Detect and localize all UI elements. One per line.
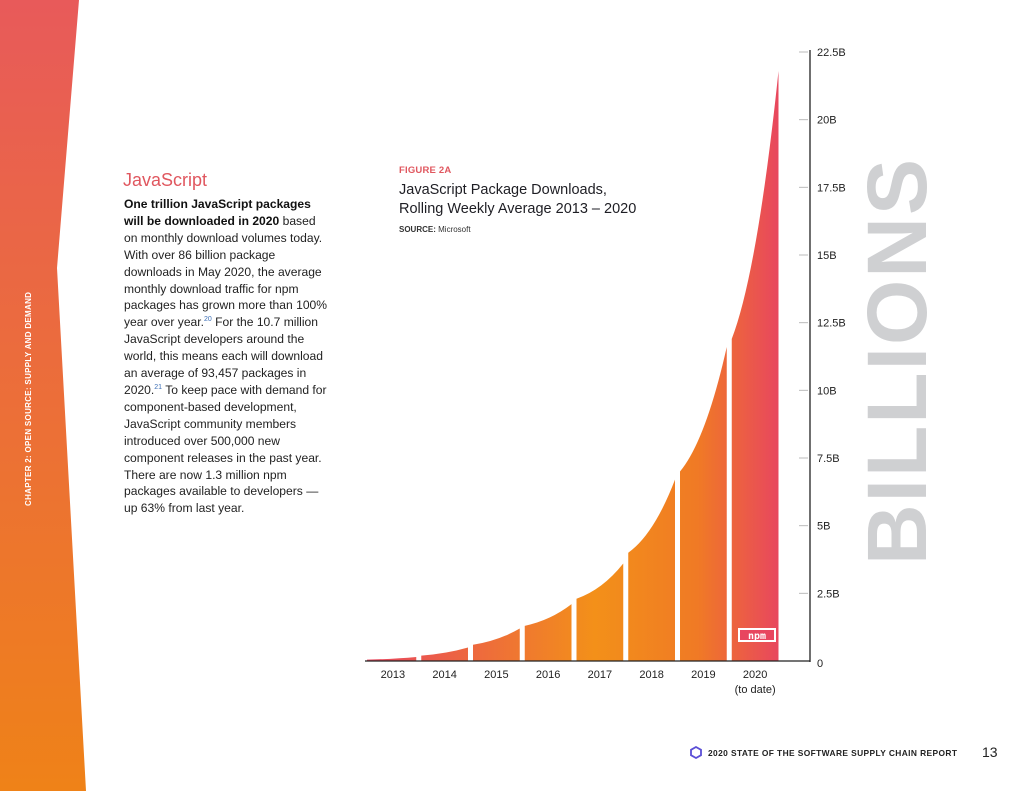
y-tick-label: 7.5B	[817, 453, 840, 465]
y-tick-label: 22.5B	[817, 47, 846, 59]
chapter-side-band	[0, 0, 86, 791]
article-body: One trillion JavaScript packages will be…	[124, 196, 329, 517]
chart-axes	[365, 50, 811, 662]
y-tick-label: 5B	[817, 521, 830, 533]
area-segment-2018	[628, 479, 675, 661]
x-tick-label: 2017	[588, 669, 612, 681]
npm-logo: npm	[738, 628, 776, 642]
figure-title-line-2: Rolling Weekly Average 2013 – 2020	[399, 201, 637, 217]
figure-title: JavaScript Package Downloads, Rolling We…	[399, 181, 636, 219]
area-segment-2015	[473, 628, 520, 661]
body-text-2: For the 10.7 million JavaScript develope…	[124, 315, 323, 397]
y-tick-label: 20B	[817, 115, 837, 127]
x-tick-label: 2013	[381, 669, 405, 681]
area-segment-2019	[680, 347, 727, 661]
y-tick-label: 17.5B	[817, 182, 846, 194]
x-tick-labels: 2013 2014 2015 2016 2017 2018 2019 2020 (to date…	[381, 669, 776, 696]
y-tick-label: 10B	[817, 385, 837, 397]
npm-logo-inner	[740, 630, 774, 640]
x-tick-label: 2018	[639, 669, 663, 681]
y-tick-label: 15B	[817, 250, 837, 262]
report-logo-hexagon-icon	[690, 746, 702, 759]
figure-label: FIGURE 2A	[399, 165, 452, 176]
area-segment-2013	[367, 656, 417, 661]
y-tick-labels: 0 2.5B 5B 7.5B 10B 12.5B 15B 17.5B 20B 22.5B	[817, 47, 846, 670]
page-number: 13	[982, 744, 998, 760]
lead-sentence: One trillion JavaScript packages will be…	[124, 197, 311, 228]
x-tick-label: 2016	[536, 669, 560, 681]
footnote-ref-20[interactable]: 20	[204, 316, 212, 324]
figure-source: SOURCE: Microsoft	[399, 225, 471, 234]
npm-logo-text: npm	[748, 631, 766, 642]
footnote-ref-21[interactable]: 21	[154, 383, 163, 391]
section-title: JavaScript	[123, 170, 208, 190]
x-tick-label: 2020	[743, 669, 767, 681]
x-tick-label: 2019	[691, 669, 715, 681]
area-segment-2017	[576, 563, 624, 661]
area-segments	[367, 70, 779, 662]
area-segment-2020	[731, 70, 779, 662]
y-tick-label: 2.5B	[817, 588, 840, 600]
figure-title-line-1: JavaScript Package Downloads,	[399, 182, 607, 198]
report-title: 2020 STATE OF THE SOFTWARE SUPPLY CHAIN …	[708, 747, 958, 758]
x-tick-label: 2014	[432, 669, 456, 681]
body-text-3: To keep pace with demand for component-b…	[124, 382, 327, 516]
x-tick-label: 2015	[484, 669, 508, 681]
y-tick-label: 0	[817, 658, 823, 670]
page-footer: 2020 STATE OF THE SOFTWARE SUPPLY CHAIN …	[690, 746, 957, 759]
area-segment-2014	[421, 647, 468, 661]
x-tick-sublabel: (to date)	[735, 684, 776, 696]
source-label: SOURCE:	[399, 225, 436, 234]
body-text-1: based on monthly download volumes today.…	[124, 213, 328, 330]
y-tick-label: 12.5B	[817, 318, 846, 330]
source-value: Microsoft	[438, 225, 471, 234]
y-axis-unit-label: BILLIONS	[850, 157, 944, 565]
area-segment-2016	[524, 604, 572, 661]
